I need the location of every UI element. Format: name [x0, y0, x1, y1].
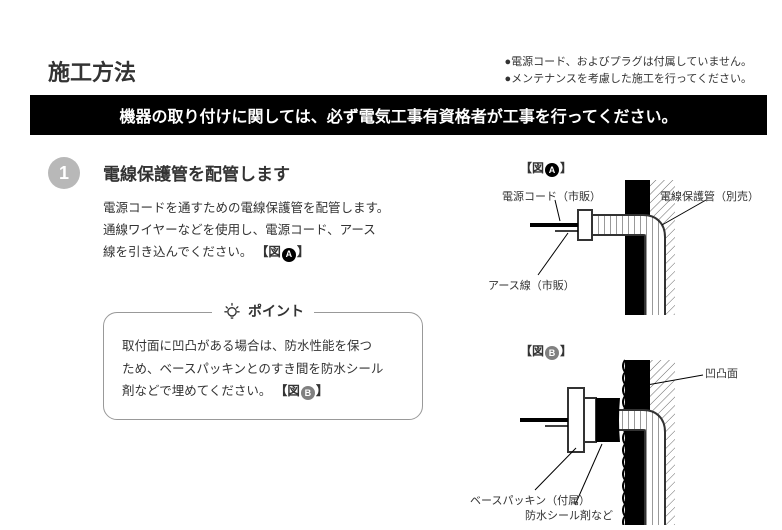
callout-surface: 凹凸面	[705, 365, 738, 381]
figure-b: 【図B】 凹凸面 ベースパッキン（付属）	[460, 340, 760, 525]
callout-power-cord: 電源コード（市販）	[502, 188, 601, 204]
point-box: ポイント 取付面に凹凸がある場合は、防水性能を保つ ため、ベースパッキンとのすき…	[103, 312, 423, 420]
fig-ref-a: 【図A】	[256, 242, 310, 264]
step-number-badge: 1	[48, 157, 80, 189]
circle-letter-a-icon: A	[282, 248, 296, 262]
figref-b-suffix: 】	[316, 384, 329, 398]
lightbulb-icon	[222, 301, 242, 321]
page-title: 施工方法	[48, 55, 136, 87]
point-text-line2: ため、ベースパッキンとのすき間を防水シール	[122, 362, 383, 376]
callout-earth: アース線（市販）	[488, 277, 575, 293]
callout-conduit: 電線保護管（別売）	[660, 188, 759, 204]
warning-banner: 機器の取り付けに関しては、必ず電気工事有資格者が工事を行ってください。	[30, 95, 767, 135]
step-body-line3: 線を引き込んでください。	[103, 245, 252, 259]
figref-suffix: 】	[297, 245, 310, 259]
figa-title-prefix: 【図	[520, 161, 544, 175]
figb-title-letter-icon: B	[545, 346, 559, 360]
top-notes: ●電源コード、およびプラグは付属していません。 ●メンテナンスを考慮した施工を行…	[504, 54, 752, 87]
step-body-line2: 通線ワイヤーなどを使用し、電源コード、アース	[103, 223, 376, 237]
point-text-line1: 取付面に凹凸がある場合は、防水性能を保つ	[122, 339, 372, 353]
step-body-line1: 電源コードを通すための電線保護管を配管します。	[103, 201, 389, 215]
point-text-line3: 剤などで埋めてください。	[122, 384, 271, 398]
step-title: 電線保護管を配管します	[103, 160, 290, 185]
note-line-2: ●メンテナンスを考慮した施工を行ってください。	[504, 71, 752, 88]
callout-sealant: 防水シール剤など	[525, 507, 613, 523]
fig-ref-b: 【図B】	[275, 380, 329, 403]
point-label: ポイント	[248, 301, 304, 321]
figref-b-prefix: 【図	[275, 384, 300, 398]
point-label-wrap: ポイント	[212, 301, 314, 321]
note-line-1: ●電源コード、およびプラグは付属していません。	[504, 54, 752, 71]
figb-title-prefix: 【図	[520, 344, 544, 358]
figa-title-suffix: 】	[560, 161, 572, 175]
figb-title-suffix: 】	[560, 344, 572, 358]
step-body: 電源コードを通すための電線保護管を配管します。 通線ワイヤーなどを使用し、電源コ…	[103, 198, 413, 264]
figure-a: 【図A】 電源コード（市販） 電線保護管（別売） アース線（市販）	[460, 155, 760, 315]
figa-title-letter-icon: A	[545, 163, 559, 177]
figure-a-title: 【図A】	[520, 159, 572, 177]
circle-letter-b-icon: B	[301, 386, 315, 400]
point-text: 取付面に凹凸がある場合は、防水性能を保つ ため、ベースパッキンとのすき間を防水シ…	[122, 335, 404, 403]
callout-packing: ベースパッキン（付属）	[470, 492, 590, 508]
figref-prefix: 【図	[256, 245, 281, 259]
figure-b-title: 【図B】	[520, 342, 572, 360]
